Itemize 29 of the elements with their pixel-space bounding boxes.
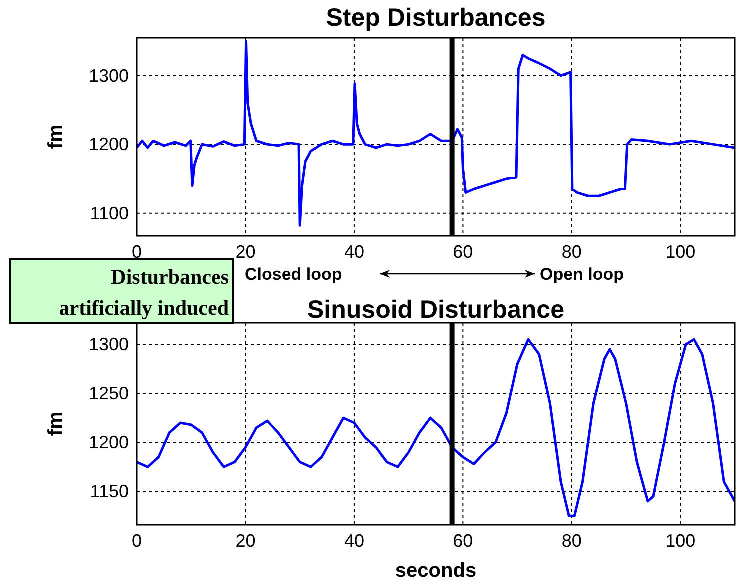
x-tick-label: 20 [236,242,256,262]
x-tick-label: 40 [344,242,364,262]
text: Closed loop [245,265,342,284]
y-tick-label: 1300 [88,66,129,86]
x-tick-label: 100 [666,531,696,551]
x-tick-label: 100 [666,242,696,262]
y-tick-label: 1200 [88,432,129,453]
y-tick-label: 1300 [88,334,129,355]
text: Open loop [540,265,624,284]
x-tick-label: 0 [132,531,142,551]
x-axis-title: seconds [395,560,477,582]
y-axis-title: fm [45,124,67,150]
chart-title: Step Disturbances [326,4,546,32]
x-tick-label: 0 [132,242,142,262]
x-tick-label: 80 [562,242,582,262]
line-series [137,40,735,227]
line-series [137,338,735,518]
y-tick-label: 1200 [88,134,129,155]
x-tick-label: 20 [236,531,256,551]
chart-title: Sinusoid Disturbance [308,296,565,324]
y-tick-label: 1250 [88,384,129,404]
text: Disturbances artificially induced [59,265,230,320]
x-tick-label: 80 [562,531,582,551]
x-tick-label: 60 [453,242,474,262]
y-tick-label: 1100 [90,203,129,224]
x-tick-label: 40 [344,531,364,551]
x-tick-label: 60 [453,531,474,551]
y-tick-label: 1150 [90,482,129,502]
y-axis-title: fm [45,412,67,436]
